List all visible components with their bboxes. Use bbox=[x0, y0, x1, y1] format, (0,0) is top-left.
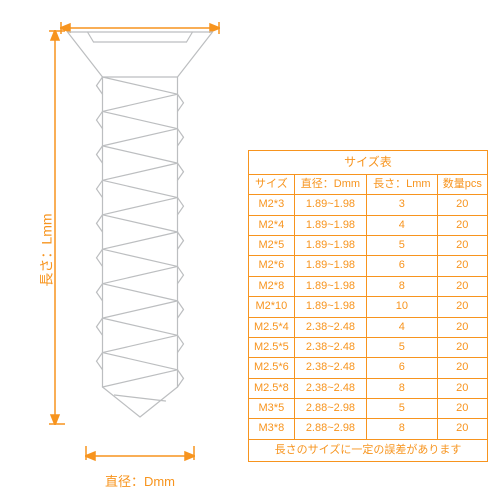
table-cell: M2*6 bbox=[249, 256, 295, 276]
diameter-label: 直径：Dmm bbox=[85, 471, 195, 490]
size-table: サイズ表 サイズ直径：Dmm長さ：Lmm数量pcs M2*31.89~1.983… bbox=[248, 150, 488, 462]
table-cell: M2*4 bbox=[249, 215, 295, 235]
table-column-header: サイズ bbox=[249, 174, 295, 194]
table-cell: 5 bbox=[367, 235, 437, 255]
table-row: M2*61.89~1.98620 bbox=[249, 256, 488, 276]
table-cell: 2.38~2.48 bbox=[294, 358, 366, 378]
table-cell: 20 bbox=[437, 297, 487, 317]
dimension-bottom bbox=[85, 446, 195, 470]
table-row: M2*101.89~1.981020 bbox=[249, 297, 488, 317]
table-cell: 20 bbox=[437, 378, 487, 398]
table-cell: 10 bbox=[367, 297, 437, 317]
table-cell: M2.5*8 bbox=[249, 378, 295, 398]
table-cell: 20 bbox=[437, 256, 487, 276]
table-cell: 20 bbox=[437, 419, 487, 439]
table-cell: 6 bbox=[367, 358, 437, 378]
screw-diagram bbox=[50, 20, 230, 450]
table-cell: 2.38~2.48 bbox=[294, 317, 366, 337]
table-column-header: 数量pcs bbox=[437, 174, 487, 194]
table-row: M2.5*52.38~2.48520 bbox=[249, 337, 488, 357]
table-cell: M2*5 bbox=[249, 235, 295, 255]
table-cell: 20 bbox=[437, 399, 487, 419]
table-column-header: 長さ：Lmm bbox=[367, 174, 437, 194]
table-cell: 8 bbox=[367, 276, 437, 296]
size-table-container: サイズ表 サイズ直径：Dmm長さ：Lmm数量pcs M2*31.89~1.983… bbox=[248, 150, 488, 462]
table-cell: 2.38~2.48 bbox=[294, 378, 366, 398]
table-cell: 1.89~1.98 bbox=[294, 297, 366, 317]
table-cell: M2.5*6 bbox=[249, 358, 295, 378]
table-cell: 20 bbox=[437, 358, 487, 378]
table-cell: 6 bbox=[367, 256, 437, 276]
table-row: M2.5*82.38~2.48820 bbox=[249, 378, 488, 398]
table-cell: M2.5*4 bbox=[249, 317, 295, 337]
table-cell: 1.89~1.98 bbox=[294, 215, 366, 235]
table-cell: 1.89~1.98 bbox=[294, 235, 366, 255]
table-row: M2.5*62.38~2.48620 bbox=[249, 358, 488, 378]
table-cell: 1.89~1.98 bbox=[294, 276, 366, 296]
table-cell: 5 bbox=[367, 399, 437, 419]
table-row: M2*81.89~1.98820 bbox=[249, 276, 488, 296]
table-cell: 20 bbox=[437, 195, 487, 215]
table-cell: 20 bbox=[437, 276, 487, 296]
table-cell: M2*8 bbox=[249, 276, 295, 296]
table-cell: 8 bbox=[367, 378, 437, 398]
table-cell: 2.88~2.98 bbox=[294, 399, 366, 419]
table-cell: 1.89~1.98 bbox=[294, 195, 366, 215]
table-cell: M2.5*5 bbox=[249, 337, 295, 357]
table-row: M2*41.89~1.98420 bbox=[249, 215, 488, 235]
table-cell: M3*5 bbox=[249, 399, 295, 419]
table-cell: 20 bbox=[437, 337, 487, 357]
table-cell: 1.89~1.98 bbox=[294, 256, 366, 276]
table-cell: 20 bbox=[437, 215, 487, 235]
table-cell: M2*3 bbox=[249, 195, 295, 215]
table-footer: 長さのサイズに一定の誤差があります bbox=[249, 439, 488, 461]
table-row: M2.5*42.38~2.48420 bbox=[249, 317, 488, 337]
table-row: M3*52.88~2.98520 bbox=[249, 399, 488, 419]
table-row: M2*51.89~1.98520 bbox=[249, 235, 488, 255]
table-cell: 5 bbox=[367, 337, 437, 357]
table-cell: 4 bbox=[367, 317, 437, 337]
table-row: M3*82.88~2.98820 bbox=[249, 419, 488, 439]
table-cell: 2.38~2.48 bbox=[294, 337, 366, 357]
table-cell: M3*8 bbox=[249, 419, 295, 439]
table-cell: 8 bbox=[367, 419, 437, 439]
table-cell: 20 bbox=[437, 235, 487, 255]
table-cell: 4 bbox=[367, 215, 437, 235]
table-cell: 2.88~2.98 bbox=[294, 419, 366, 439]
table-cell: 3 bbox=[367, 195, 437, 215]
table-column-header: 直径：Dmm bbox=[294, 174, 366, 194]
table-cell: 20 bbox=[437, 317, 487, 337]
table-cell: M2*10 bbox=[249, 297, 295, 317]
table-title: サイズ表 bbox=[249, 151, 488, 175]
table-row: M2*31.89~1.98320 bbox=[249, 195, 488, 215]
